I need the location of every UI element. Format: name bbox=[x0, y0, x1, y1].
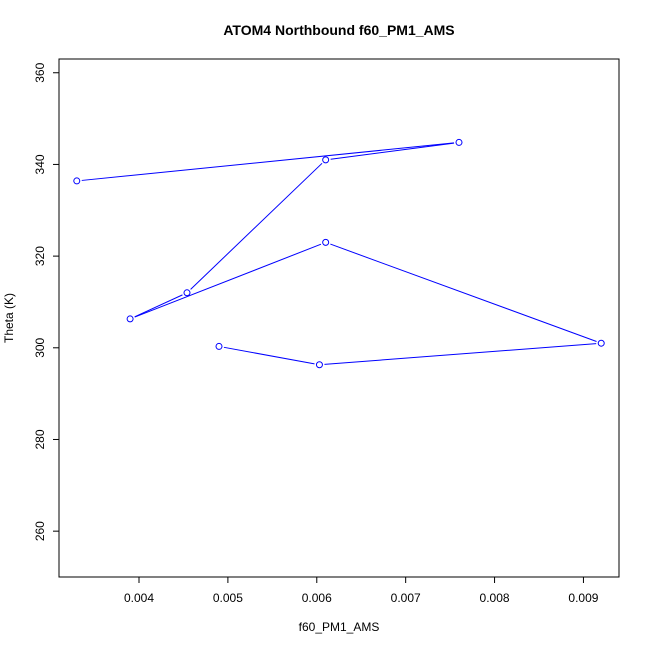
series-line-segment bbox=[324, 343, 597, 365]
series-line-segment bbox=[81, 142, 455, 181]
series-line-segment bbox=[223, 346, 315, 365]
data-point bbox=[455, 138, 463, 146]
x-tick-label: 0.005 bbox=[213, 591, 243, 605]
x-axis: 0.004 0.005 0.006 0.007 0.008 0.009 bbox=[124, 577, 599, 605]
data-point bbox=[126, 315, 134, 323]
data-point bbox=[597, 339, 605, 347]
y-axis-label: Theta (K) bbox=[2, 293, 16, 343]
x-tick-label: 0.006 bbox=[302, 591, 332, 605]
series-line-segment bbox=[330, 243, 597, 342]
plot-frame bbox=[58, 58, 620, 578]
data-point bbox=[215, 342, 223, 350]
x-tick-label: 0.007 bbox=[391, 591, 421, 605]
x-axis-label: f60_PM1_AMS bbox=[299, 620, 380, 634]
chart-title: ATOM4 Northbound f60_PM1_AMS bbox=[223, 22, 454, 38]
y-tick-label: 260 bbox=[33, 521, 47, 541]
x-tick-label: 0.008 bbox=[480, 591, 510, 605]
series-line-segment bbox=[134, 243, 322, 318]
data-point bbox=[73, 177, 81, 185]
y-tick-label: 280 bbox=[33, 429, 47, 449]
y-tick-label: 300 bbox=[33, 337, 47, 357]
data-point bbox=[322, 156, 330, 164]
y-tick-label: 360 bbox=[33, 62, 47, 82]
y-axis: 260 280 300 320 340 360 bbox=[33, 62, 59, 541]
series-line-segment bbox=[134, 294, 183, 318]
series-line-segment bbox=[330, 142, 455, 160]
data-point bbox=[183, 289, 191, 297]
data-point bbox=[322, 238, 330, 246]
x-tick-label: 0.009 bbox=[568, 591, 598, 605]
y-tick-label: 340 bbox=[33, 154, 47, 174]
series-line-segment bbox=[190, 162, 323, 290]
data-point bbox=[315, 361, 323, 369]
series-layer bbox=[73, 138, 605, 369]
y-tick-label: 320 bbox=[33, 246, 47, 266]
x-tick-label: 0.004 bbox=[124, 591, 154, 605]
